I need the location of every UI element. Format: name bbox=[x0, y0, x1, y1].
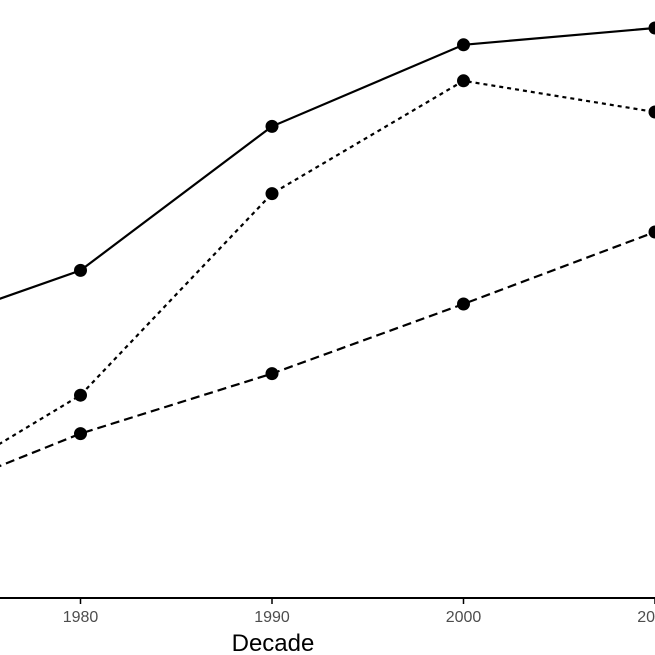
data-point-dotted-2010 bbox=[648, 105, 655, 119]
data-point-solid-1980 bbox=[74, 263, 87, 277]
data-point-solid-2000 bbox=[457, 38, 470, 52]
data-point-dashed-2010 bbox=[648, 225, 655, 239]
data-point-dashed-1990 bbox=[265, 367, 279, 381]
data-point-dotted-1980 bbox=[74, 388, 87, 402]
x-tick-label-1990: 1990 bbox=[254, 609, 290, 626]
data-point-dotted-1990 bbox=[265, 187, 279, 201]
series-line-dashed bbox=[0, 230, 655, 468]
series-layer bbox=[0, 26, 655, 468]
series-line-dotted bbox=[0, 79, 655, 445]
x-tick-label-1980: 1980 bbox=[63, 609, 99, 626]
data-point-dashed-2000 bbox=[457, 297, 470, 311]
data-point-dotted-2000 bbox=[457, 74, 470, 88]
data-point-solid-1990 bbox=[265, 119, 279, 133]
data-point-dashed-1980 bbox=[74, 427, 87, 441]
x-axis-title: Decade bbox=[232, 630, 315, 655]
x-tick-label-2000: 2000 bbox=[446, 609, 482, 626]
series-line-solid bbox=[0, 26, 655, 300]
x-tick-label-2010: 2010 bbox=[637, 609, 655, 626]
data-point-solid-2010 bbox=[648, 21, 655, 35]
x-axis-ticks: 1980 1990 2000 2010 bbox=[63, 598, 655, 626]
points-layer bbox=[74, 21, 655, 441]
